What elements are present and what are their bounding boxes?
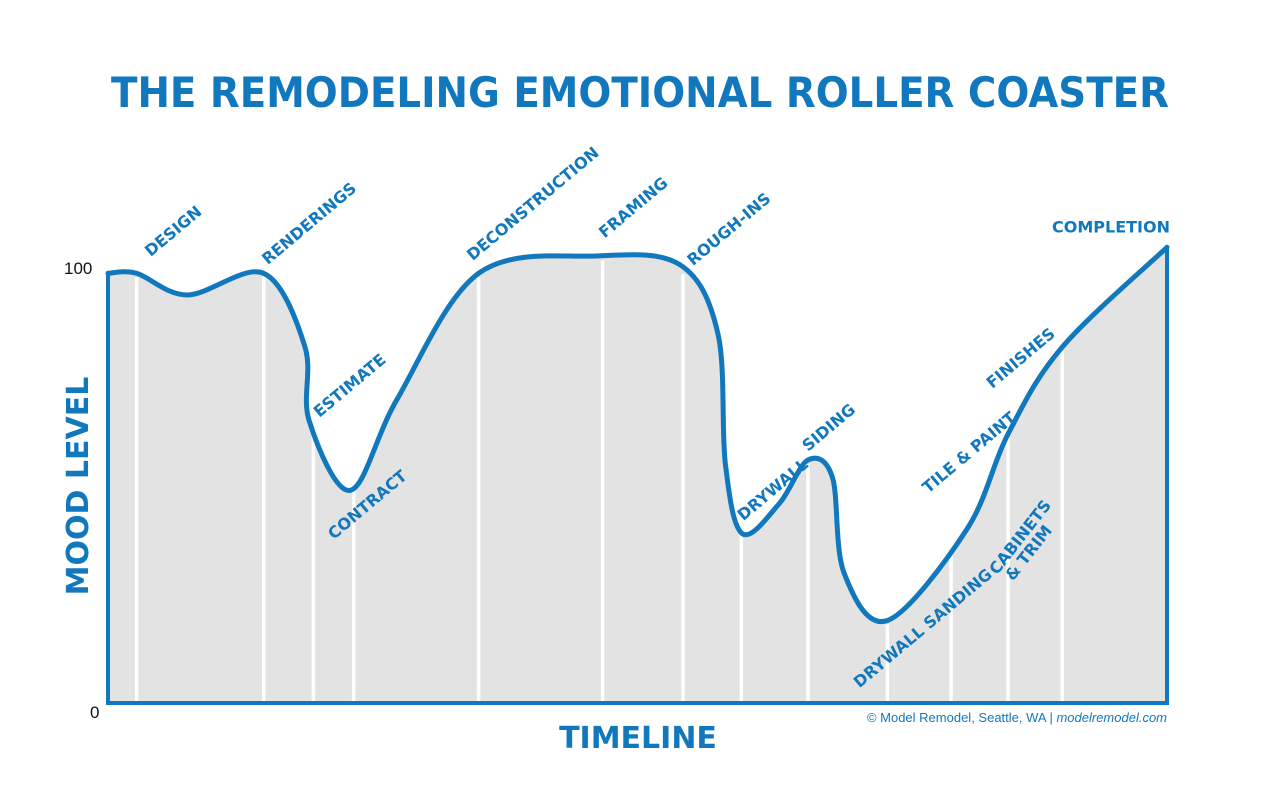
y-tick-100: 100 xyxy=(64,259,92,278)
mood-area-fill xyxy=(108,247,1167,704)
stage-label: ROUGH-INS xyxy=(683,189,774,270)
credit-text: © Model Remodel, Seattle, WA | xyxy=(867,710,1057,725)
y-axis-label: MOOD LEVEL xyxy=(61,377,96,596)
chart-title: THE REMODELING EMOTIONAL ROLLER COASTER xyxy=(111,68,1169,117)
stage-dividers xyxy=(134,260,1064,701)
stage-label: FRAMING xyxy=(595,173,672,242)
mood-curve-line xyxy=(105,244,1170,625)
stage-label: DESIGN xyxy=(141,202,205,260)
stage-label: COMPLETION xyxy=(1052,217,1170,236)
stage-label: ESTIMATE xyxy=(310,350,390,421)
credit-line: © Model Remodel, Seattle, WA | modelremo… xyxy=(867,710,1167,725)
credit-link: modelremodel.com xyxy=(1056,710,1167,725)
stage-label: SIDING xyxy=(798,400,859,455)
stage-label: RENDERINGS xyxy=(258,178,360,268)
x-axis-label: TIMELINE xyxy=(559,721,717,756)
y-tick-0: 0 xyxy=(90,703,99,722)
stage-label: DECONSTRUCTION xyxy=(463,143,603,264)
